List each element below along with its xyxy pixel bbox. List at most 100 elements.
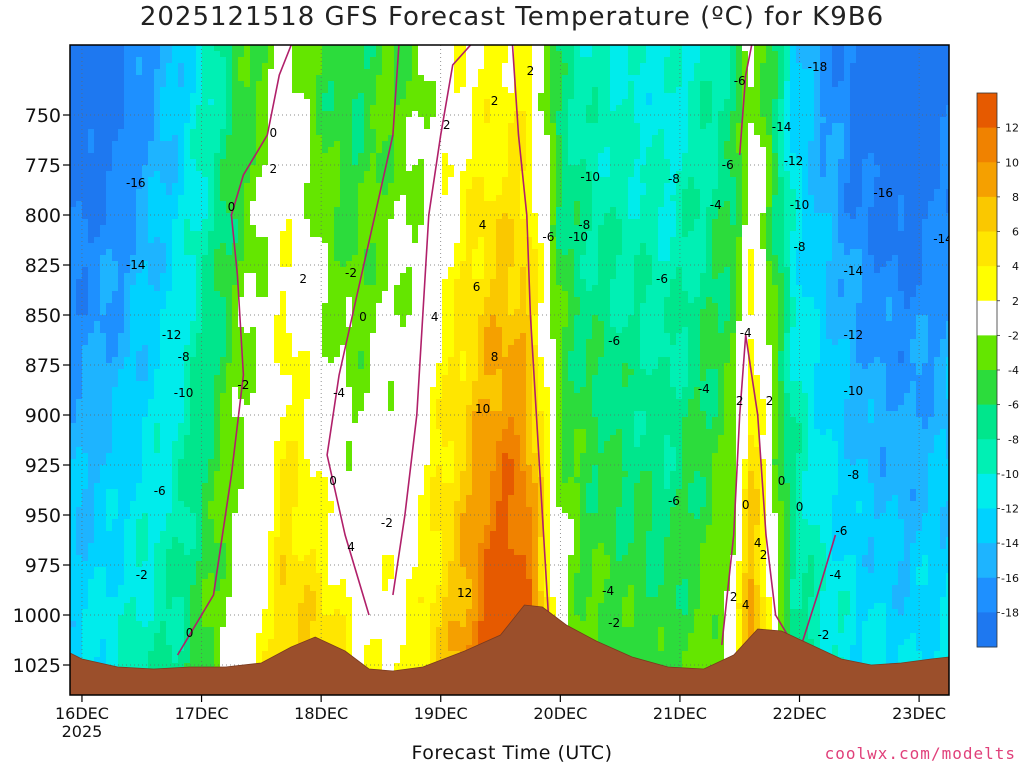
field-cell <box>262 117 269 124</box>
field-cell <box>160 321 167 328</box>
field-cell <box>238 285 245 292</box>
field-cell <box>70 519 77 526</box>
field-cell <box>280 105 287 112</box>
field-cell <box>190 399 197 406</box>
field-cell <box>256 363 263 370</box>
field-cell <box>220 141 227 148</box>
field-cell <box>94 405 101 412</box>
field-cell <box>112 459 119 466</box>
field-cell <box>256 51 263 58</box>
field-cell <box>148 153 155 160</box>
field-cell <box>208 579 215 586</box>
field-cell <box>208 657 215 664</box>
field-cell <box>274 603 281 610</box>
field-cell <box>250 309 257 316</box>
field-cell <box>112 645 119 652</box>
field-cell <box>154 231 161 238</box>
field-cell <box>136 195 143 202</box>
field-cell <box>124 489 131 496</box>
field-cell <box>172 333 179 340</box>
field-cell <box>70 429 77 436</box>
field-cell <box>178 261 185 268</box>
field-cell <box>304 381 311 388</box>
field-cell <box>226 243 233 250</box>
field-cell <box>142 567 149 574</box>
field-cell <box>286 417 293 424</box>
field-cell <box>136 537 143 544</box>
field-cell <box>100 309 107 316</box>
field-cell <box>130 279 137 286</box>
field-cell <box>172 633 179 640</box>
field-cell <box>172 483 179 490</box>
field-cell <box>334 633 341 640</box>
field-cell <box>316 261 323 268</box>
field-cell <box>238 321 245 328</box>
field-cell <box>286 543 293 550</box>
field-cell <box>118 177 125 184</box>
field-cell <box>268 543 275 550</box>
field-cell <box>142 441 149 448</box>
field-cell <box>280 351 287 358</box>
field-cell <box>304 633 311 640</box>
field-cell <box>274 45 281 52</box>
field-cell <box>118 231 125 238</box>
field-cell <box>172 69 179 76</box>
field-cell <box>88 417 95 424</box>
field-cell <box>232 87 239 94</box>
field-cell <box>256 435 263 442</box>
field-cell <box>256 555 263 562</box>
field-cell <box>250 621 257 628</box>
field-cell <box>184 609 191 616</box>
field-cell <box>238 261 245 268</box>
field-cell <box>262 267 269 274</box>
field-cell <box>202 267 209 274</box>
field-cell <box>196 201 203 208</box>
field-cell <box>238 609 245 616</box>
field-cell <box>154 435 161 442</box>
field-cell <box>154 51 161 58</box>
field-cell <box>220 63 227 70</box>
field-cell <box>124 165 131 172</box>
field-cell <box>334 129 341 136</box>
field-cell <box>76 333 83 340</box>
field-cell <box>100 165 107 172</box>
field-cell <box>232 357 239 364</box>
field-cell <box>340 321 347 328</box>
field-cell <box>292 237 299 244</box>
field-cell <box>310 339 317 346</box>
field-cell <box>148 105 155 112</box>
field-cell <box>274 513 281 520</box>
field-cell <box>190 309 197 316</box>
field-cell <box>118 99 125 106</box>
field-cell <box>304 75 311 82</box>
field-cell <box>220 483 227 490</box>
field-cell <box>298 57 305 64</box>
field-cell <box>256 495 263 502</box>
field-cell <box>232 525 239 532</box>
field-cell <box>226 135 233 142</box>
field-cell <box>184 531 191 538</box>
field-cell <box>82 357 89 364</box>
field-cell <box>250 123 257 130</box>
field-cell <box>268 249 275 256</box>
field-cell <box>316 489 323 496</box>
field-cell <box>328 267 335 274</box>
field-cell <box>136 129 143 136</box>
field-cell <box>196 489 203 496</box>
field-cell <box>316 177 323 184</box>
field-cell <box>136 663 143 670</box>
field-cell <box>112 249 119 256</box>
field-cell <box>148 573 155 580</box>
field-cell <box>106 45 113 52</box>
field-cell <box>76 435 83 442</box>
field-cell <box>268 351 275 358</box>
field-cell <box>280 291 287 298</box>
field-cell <box>244 477 251 484</box>
field-cell <box>142 387 149 394</box>
field-cell <box>166 153 173 160</box>
field-cell <box>256 207 263 214</box>
field-cell <box>100 585 107 592</box>
field-cell <box>130 627 137 634</box>
field-cell <box>232 489 239 496</box>
field-cell <box>190 81 197 88</box>
